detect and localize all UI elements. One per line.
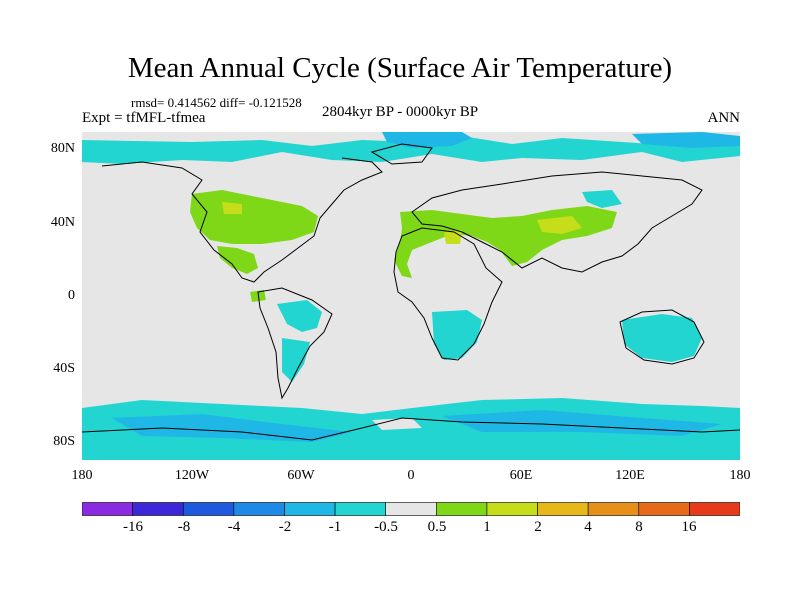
- colorbar-label: -4: [227, 519, 241, 535]
- asia-warm-core: [537, 216, 582, 234]
- experiment-label: Expt = tfMFL-tfmea: [82, 110, 206, 126]
- colorbar-swatch: [284, 502, 336, 516]
- world-anomaly-map: [82, 132, 740, 460]
- south-america-cool-region: [277, 300, 322, 332]
- north-america-coast: [101, 157, 383, 283]
- north-america-warm-core: [222, 202, 242, 214]
- eurasia-coast: [411, 171, 703, 273]
- season-label: ANN: [707, 110, 741, 126]
- southern-africa-cool-region: [432, 310, 482, 360]
- stats-text: rmsd= 0.414562 diff= -0.121528: [131, 95, 302, 110]
- lon-label-0: 0: [407, 468, 415, 483]
- lon-label-180e: 180: [729, 468, 751, 483]
- south-america-coast: [257, 287, 333, 400]
- lat-label-40s: 40S: [53, 361, 75, 376]
- north-america-warm-region: [190, 190, 318, 244]
- africa-coast: [393, 227, 503, 361]
- antarctica-coast: [82, 417, 740, 441]
- colorbar-swatch: [436, 502, 488, 516]
- colorbar-label: -2: [278, 519, 292, 535]
- colorbar-label: 4: [584, 519, 592, 535]
- colorbar-label: 1: [483, 519, 491, 535]
- colorbar-label: 16: [681, 519, 697, 535]
- antarctic-blue-patch-west: [112, 414, 352, 442]
- antarctic-neutral-gap: [372, 418, 422, 430]
- colorbar-swatch: [182, 502, 235, 516]
- colorbar-swatch: [638, 502, 690, 516]
- lon-label-60w: 60W: [287, 468, 315, 483]
- colorbar-swatch: [385, 502, 437, 516]
- greenland-coast: [370, 143, 433, 165]
- lon-label-60e: 60E: [509, 468, 533, 483]
- lat-label-40n: 40N: [50, 215, 75, 230]
- coastlines: [82, 143, 740, 441]
- lon-label-180w: 180: [71, 468, 93, 483]
- colorbar-swatch: [537, 502, 589, 516]
- plot-title: Mean Annual Cycle (Surface Air Temperatu…: [127, 52, 673, 84]
- colorbar-swatch: [587, 502, 640, 516]
- siberia-cool-patch: [582, 190, 622, 208]
- australia-coast: [619, 309, 705, 365]
- colorbar-swatch: [233, 502, 285, 516]
- colorbar-swatch: [334, 502, 387, 516]
- colorbar-swatch: [486, 502, 538, 516]
- middle-east-warm-core: [444, 230, 462, 244]
- period-label: 2804kyr BP - 0000kyr BP: [321, 104, 479, 120]
- colorbar-label: -0.5: [374, 519, 398, 535]
- lon-label-120w: 120W: [174, 468, 210, 483]
- colorbar-label: -8: [177, 519, 191, 535]
- lat-label-80s: 80S: [53, 434, 75, 449]
- colorbar-swatch: [82, 502, 133, 516]
- colorbar-swatch: [689, 502, 740, 516]
- lon-label-120e: 120E: [615, 468, 645, 483]
- colorbar-label: -16: [123, 519, 143, 535]
- arctic-anomaly-region: [82, 136, 740, 164]
- colorbar-swatch: [132, 502, 184, 516]
- south-america-cool-region-south: [282, 338, 310, 382]
- colorbar-label: -1: [328, 519, 342, 535]
- colorbar-label: 2: [534, 519, 542, 535]
- colorbar-label: 0.5: [427, 519, 447, 535]
- colorbar-label: 8: [635, 519, 643, 535]
- central-america-warm-region: [217, 246, 258, 274]
- lat-label-80n: 80N: [50, 141, 75, 156]
- australia-cool-region: [622, 314, 702, 362]
- colorbar: [82, 502, 740, 516]
- lat-label-eq: 0: [68, 288, 75, 303]
- arctic-blue-patch-east: [632, 132, 740, 148]
